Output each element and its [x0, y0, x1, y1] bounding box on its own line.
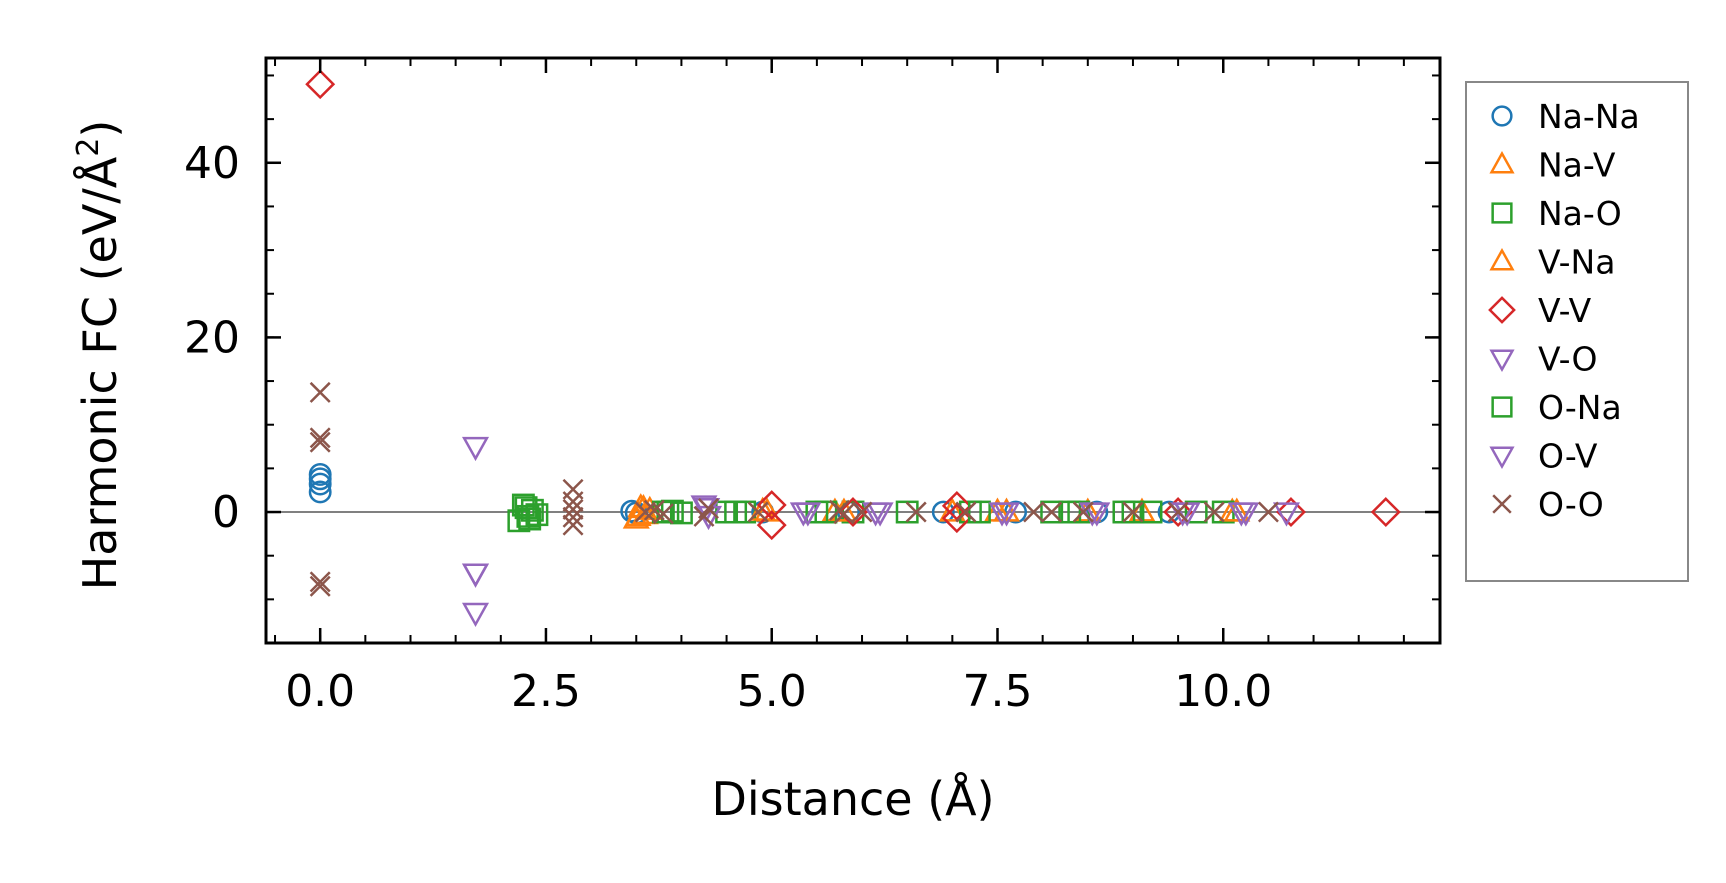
data-point: [461, 563, 490, 588]
y-axis-title-superscript: 2: [71, 138, 106, 157]
data-point: [1163, 497, 1194, 527]
data-point: [652, 503, 674, 525]
data-point: [1203, 501, 1225, 523]
data-point: [905, 501, 927, 523]
plot-area: [264, 56, 1442, 645]
data-point: [461, 436, 490, 462]
data-point: [308, 472, 332, 496]
legend: Na-Na Na-V Na-O V-Na V-V V-O O-Na O-V O-O: [1465, 81, 1689, 582]
data-point: [1040, 500, 1064, 524]
data-point: [756, 510, 787, 541]
x-tick-label: 10.0: [1174, 666, 1272, 717]
data-point: [988, 502, 1016, 527]
legend-marker: [1491, 396, 1513, 418]
data-point: [941, 490, 972, 521]
legend-label: Na-Na: [1538, 97, 1640, 136]
series-o-o: [309, 381, 1279, 597]
data-point: [520, 498, 544, 522]
data-point: [1223, 497, 1251, 522]
data-point: [698, 498, 719, 520]
legend-label: Na-O: [1538, 194, 1622, 233]
y-tick-label: 20: [184, 312, 240, 363]
legend-label: V-V: [1538, 291, 1592, 330]
data-point: [309, 427, 331, 449]
data-point: [518, 507, 542, 531]
data-markers: [305, 69, 1401, 628]
data-point: [838, 497, 868, 527]
data-point: [967, 500, 991, 524]
data-point: [634, 501, 656, 523]
data-point: [955, 501, 977, 523]
data-point: [724, 500, 748, 524]
legend-marker: [1492, 494, 1512, 514]
data-point: [305, 69, 336, 100]
legend-marker: [1489, 247, 1515, 271]
x-tick-label: 5.0: [737, 666, 807, 717]
data-point: [1370, 497, 1401, 527]
tick-labels: 0.0 2.5 5.0 7.5 10.0 0 20 40: [184, 138, 1272, 717]
data-point: [309, 571, 331, 593]
data-point: [747, 501, 769, 523]
legend-marker: [1489, 349, 1515, 373]
data-point: [1272, 502, 1301, 527]
legend-marker: [1491, 105, 1513, 127]
data-point: [1167, 501, 1189, 523]
x-tick-label: 0.0: [285, 666, 355, 717]
data-point: [308, 480, 332, 504]
axis-ticks: [266, 58, 1440, 644]
x-tick-label: 2.5: [511, 666, 581, 717]
x-tick-label: 7.5: [963, 666, 1033, 717]
data-point: [309, 381, 331, 403]
data-point: [1122, 501, 1144, 523]
data-point: [461, 602, 490, 628]
data-point: [1184, 500, 1208, 524]
data-point: [309, 575, 331, 597]
data-point: [1023, 501, 1045, 523]
data-point: [862, 502, 890, 527]
y-tick-label: 40: [184, 138, 240, 189]
legend-box: [1465, 81, 1689, 582]
data-point: [669, 501, 693, 525]
data-point: [1139, 500, 1163, 524]
data-point: [833, 503, 855, 525]
y-axis-title-main: Harmonic FC (eV/Å: [73, 156, 127, 590]
legend-items: Na-Na Na-V Na-O V-Na V-V V-O O-Na O-V O-O: [1488, 97, 1640, 524]
legend-marker: [1491, 202, 1513, 224]
data-point: [1121, 500, 1145, 524]
data-point: [1276, 497, 1306, 527]
data-point: [1058, 500, 1082, 524]
legend-marker: [1489, 446, 1515, 470]
data-point: [562, 514, 584, 536]
data-point: [851, 501, 873, 523]
legend-label: O-V: [1538, 437, 1598, 476]
data-point: [308, 463, 332, 486]
data-point: [1072, 501, 1094, 523]
y-axis-title-close: ): [73, 120, 127, 138]
legend-label: O-O: [1538, 485, 1604, 524]
data-point: [562, 506, 584, 528]
data-point: [562, 491, 584, 513]
legend-marker: [1489, 150, 1515, 174]
data-point: [1257, 501, 1279, 523]
plot-frame: [264, 56, 1442, 645]
legend-label: V-O: [1538, 340, 1597, 379]
data-point: [983, 497, 1012, 522]
data-point: [1232, 502, 1260, 527]
data-point: [562, 498, 584, 520]
y-axis-title: Harmonic FC (eV/Å2): [71, 120, 127, 591]
legend-label: O-Na: [1538, 388, 1622, 427]
legend-marker: [1488, 296, 1516, 324]
data-point: [794, 502, 822, 527]
data-point: [756, 490, 787, 521]
data-point: [931, 500, 955, 524]
data-point: [309, 431, 331, 453]
data-point: [1041, 501, 1063, 523]
y-tick-label: 0: [212, 487, 240, 538]
legend-label: Na-V: [1538, 146, 1616, 185]
series-v-v: [305, 69, 1401, 541]
x-axis-title: Distance (Å): [711, 772, 994, 826]
legend-label: V-Na: [1538, 243, 1615, 282]
